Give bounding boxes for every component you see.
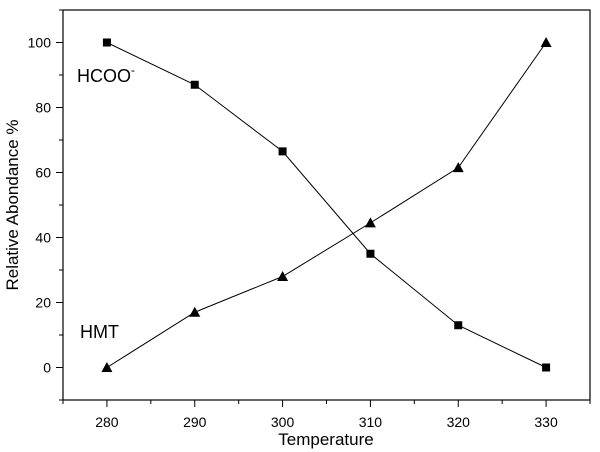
y-tick-label: 0 (43, 360, 51, 376)
triangle-marker (189, 306, 201, 317)
x-tick-label: 310 (359, 414, 383, 430)
x-tick-label: 330 (534, 414, 558, 430)
series-label-hcoo: HCOO- (77, 63, 135, 86)
square-marker (102, 38, 111, 47)
square-marker (366, 249, 375, 258)
square-marker (278, 147, 287, 156)
y-tick-label: 20 (35, 295, 51, 311)
triangle-marker (540, 37, 552, 47)
series-line-0 (106, 42, 547, 368)
series-lines (106, 42, 547, 368)
x-tick-label: 290 (183, 414, 207, 430)
x-axis-label: Temperature (278, 430, 373, 449)
triangle-marker (277, 271, 289, 281)
square-marker (454, 321, 463, 330)
x-tick-label: 320 (447, 414, 471, 430)
triangle-marker (364, 217, 376, 228)
y-tick-label: 100 (28, 35, 52, 51)
series-label-hcoo-text: HCOO (77, 66, 131, 86)
plot-frame (62, 9, 591, 401)
series-line-1 (106, 42, 547, 368)
series-label-hcoo-superscript: - (131, 63, 135, 77)
triangle-marker (452, 162, 464, 173)
y-axis-label: Relative Abondance % (3, 119, 22, 290)
y-tick-label: 80 (35, 100, 51, 116)
data-markers (101, 37, 552, 372)
tick-labels: 280 290 300 310 320 330 0 20 40 60 80 100 (28, 35, 558, 431)
x-tick-label: 300 (271, 414, 295, 430)
square-marker (190, 80, 199, 89)
square-marker (542, 363, 551, 372)
triangle-marker (101, 362, 113, 372)
x-tick-label: 280 (95, 414, 119, 430)
y-tick-label: 60 (35, 165, 51, 181)
series-label-hmt: HMT (80, 322, 119, 342)
y-tick-label: 40 (35, 230, 51, 246)
axis-ticks (56, 9, 591, 407)
